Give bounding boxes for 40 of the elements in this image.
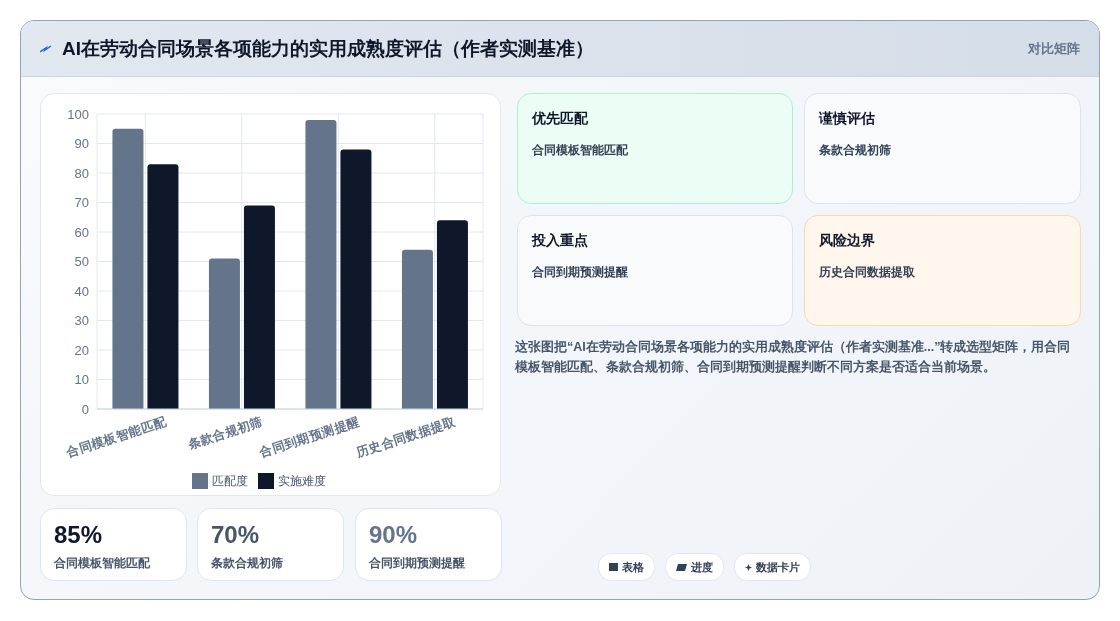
text: 历史合同数据提取 [819,265,915,279]
chart-title: AI在劳动合同场景各项能力的实用成熟度评估（作者实测基准） [62,38,594,59]
legend-label: 实施难度 [278,474,326,488]
text: 谨慎评估 [819,110,875,126]
y-tick-label: 30 [74,313,89,329]
text: 70% [211,521,260,548]
bar [340,149,372,409]
text: 90% [369,521,418,548]
text: 条款合规初筛 [819,143,891,157]
text: 合同到期预测提醒 [532,265,628,279]
bar [243,205,275,409]
legend-label: 匹配度 [212,474,248,488]
bar [401,249,433,409]
y-tick-label: 100 [67,106,89,122]
text: 对比矩阵 [1028,41,1080,56]
text: 进度 [691,559,713,575]
y-tick-label: 70 [74,195,89,211]
text: 投入重点 [532,232,588,248]
y-tick-label: 60 [74,224,89,240]
text: 条款合规初筛 [211,556,283,570]
bar [305,119,337,409]
bar [436,220,468,409]
text: 风险边界 [819,232,875,248]
y-tick-label: 50 [74,254,89,270]
text: 这张图把“AI在劳动合同场景各项能力的实用成熟度评估（作者实测基准...”转成选型矩阵，用合同模板智能匹配、条款合规初筛、合同到期预测提醒判断不同方案是否适合当前场景。 [515,340,1071,374]
bar [147,164,179,409]
text: 表格 [622,559,644,575]
text: 85% [54,521,103,548]
y-tick-label: 40 [74,283,89,299]
y-tick-label: 20 [74,342,89,358]
text: 合同模板智能匹配 [532,143,628,157]
bar [112,128,144,409]
text: 优先匹配 [532,110,588,126]
text: 合同模板智能匹配 [54,556,150,570]
y-tick-label: 80 [74,165,89,181]
bar [208,258,240,409]
text: 合同到期预测提醒 [369,556,465,570]
y-tick-label: 90 [74,136,89,152]
text: 数据卡片 [756,559,800,575]
y-tick-label: 10 [74,372,89,388]
